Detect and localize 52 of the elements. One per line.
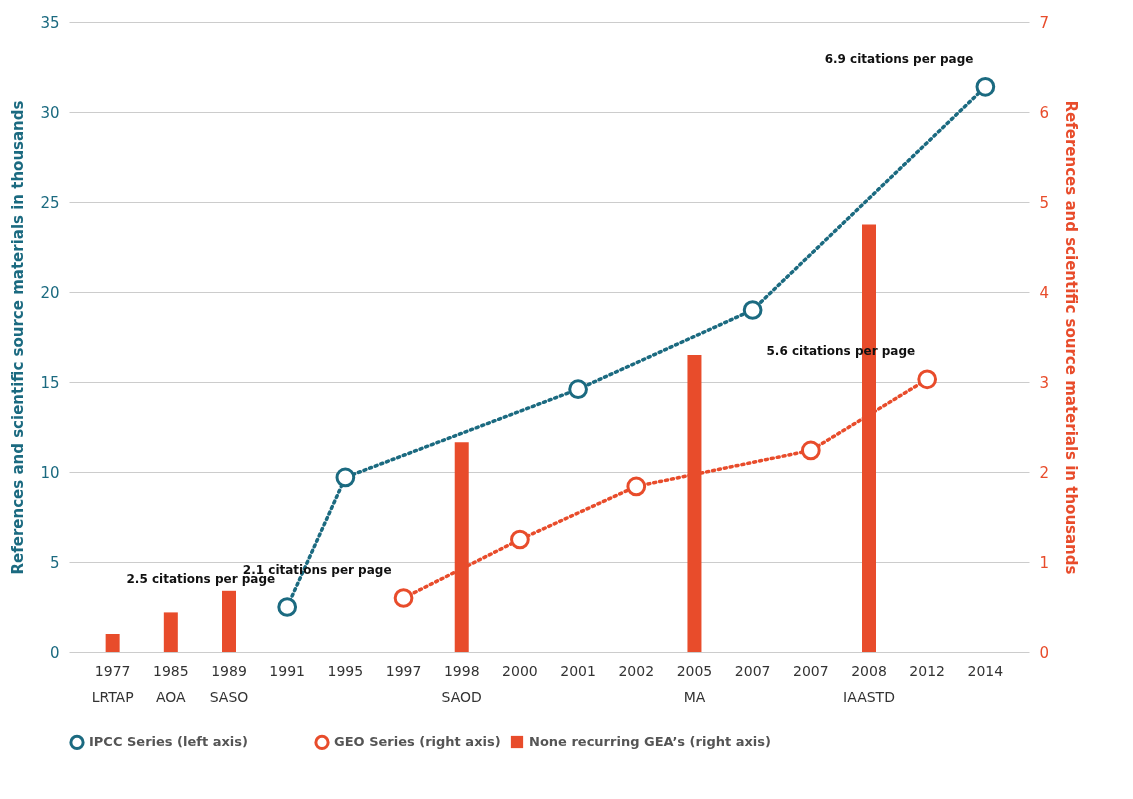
x-tick-label: 2002: [618, 662, 655, 679]
x-tick-label: 2007: [734, 662, 771, 679]
y2-tick-label: 2: [1039, 463, 1050, 482]
y-axis-title: References and scientific source materials in thousands: [9, 100, 28, 575]
bar: [163, 612, 178, 652]
y2-axis-title: References and scientific source materials in thousands: [1062, 100, 1081, 575]
x-tick-label: 1995: [327, 662, 364, 679]
point: [917, 369, 938, 390]
y-tick-label: 30: [40, 103, 60, 122]
point: [568, 379, 588, 400]
x-tick-label: 2007: [793, 662, 829, 679]
x-tick-label: 1989 SASO: [209, 662, 249, 705]
y2-tick-label: 1: [1039, 553, 1050, 572]
x-tick-label: 1977 LRTAP: [91, 662, 134, 705]
point: [393, 588, 414, 608]
x-tick-label: 2001: [560, 662, 596, 679]
annotation: 6.9 citations per page: [824, 51, 974, 66]
bar: [222, 590, 236, 652]
point: [335, 467, 356, 488]
legend-label: IPCC Series (left axis): [89, 734, 249, 750]
y-tick-label: 0: [49, 643, 60, 662]
point: [510, 529, 530, 550]
x-tick-label: 2000: [502, 662, 538, 679]
y-tick-label: 25: [40, 193, 60, 212]
y-tick-label: 5: [49, 553, 60, 572]
legend-label: None recurring GEA’s (right axis): [529, 734, 771, 749]
point: [800, 440, 821, 461]
point: [277, 597, 298, 617]
y2-tick-label: 6: [1039, 103, 1050, 122]
y2-tick-label: 4: [1039, 283, 1050, 302]
y-tick-label: 10: [40, 463, 60, 482]
point: [742, 300, 763, 320]
x-tick-label: 1997: [385, 662, 422, 679]
x-tick-label: 2008 IAASTD: [843, 662, 895, 705]
x-tick-label: 1998 SAOD: [441, 662, 482, 705]
y2-tick-label: 0: [1039, 643, 1050, 662]
x-tick-label: 2012: [909, 662, 945, 679]
point: [626, 476, 647, 497]
y-tick-label: 35: [40, 13, 60, 32]
y-tick-label: 15: [40, 373, 60, 392]
y-tick-label: 20: [40, 283, 60, 302]
bar: [105, 634, 120, 652]
annotation: 2.1 citations per page: [242, 563, 392, 577]
x-tick-label: 1985 AOA: [153, 662, 189, 705]
y2-tick-label: 3: [1039, 373, 1050, 392]
y2-tick-label: 5: [1039, 193, 1050, 212]
x-tick-label: 1991: [269, 662, 305, 679]
x-tick-label: 2014: [967, 662, 1004, 679]
x-tick-label: 2005 MA: [676, 662, 713, 705]
legend-label: GEO Series (right axis): [334, 734, 501, 750]
point: [975, 76, 996, 97]
y2-tick-label: 7: [1039, 13, 1050, 32]
